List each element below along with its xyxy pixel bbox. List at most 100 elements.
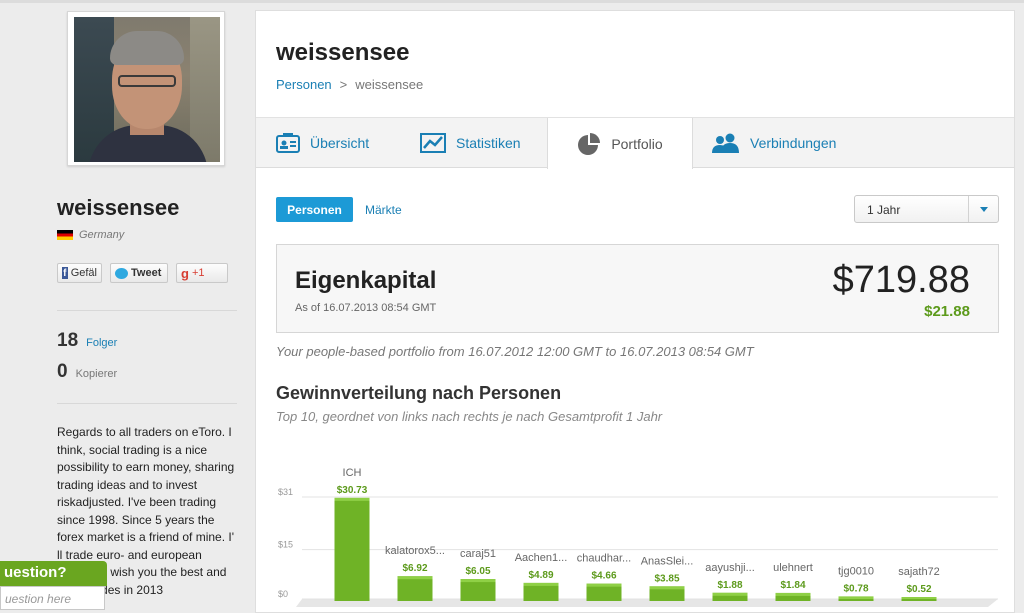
chart-bar-highlight bbox=[334, 497, 370, 501]
chart-bar bbox=[775, 592, 811, 601]
bar-category-label: ulehnert bbox=[773, 562, 813, 574]
google-plus-icon: g bbox=[181, 265, 189, 281]
bar-value-label: $0.52 bbox=[906, 584, 931, 595]
breadcrumb-personen-link[interactable]: Personen bbox=[276, 77, 332, 92]
bar-value-label: $1.84 bbox=[780, 580, 805, 591]
chart-bar bbox=[649, 586, 685, 601]
bar-value-label: $4.66 bbox=[591, 571, 616, 582]
equity-gain: $21.88 bbox=[924, 303, 970, 320]
bar-category-label: caraj51 bbox=[460, 548, 496, 560]
tab-verbindungen-label: Verbindungen bbox=[750, 135, 837, 151]
bar-category-label: sajath72 bbox=[898, 566, 940, 578]
google-plus-button[interactable]: g +1 bbox=[176, 263, 228, 283]
bar-value-label: $3.85 bbox=[654, 573, 679, 584]
tab-statistiken[interactable]: Statistiken bbox=[420, 118, 521, 168]
tab-uebersicht-label: Übersicht bbox=[310, 135, 370, 151]
chart-bar bbox=[586, 583, 622, 601]
copiers-label: Kopierer bbox=[75, 368, 118, 380]
avatar-frame bbox=[67, 11, 225, 166]
chart-bar bbox=[334, 497, 370, 601]
portfolio-period-note: Your people-based portfolio from 16.07.2… bbox=[276, 344, 754, 359]
bar-value-label: $0.78 bbox=[843, 583, 868, 594]
user-name: weissensee bbox=[57, 195, 180, 220]
sidebar-divider bbox=[57, 310, 237, 311]
question-input[interactable]: uestion here bbox=[0, 586, 105, 610]
chart-bar-highlight bbox=[523, 582, 559, 586]
chart-bar bbox=[523, 582, 559, 601]
chart-bar bbox=[712, 592, 748, 601]
tab-portfolio[interactable]: Portfolio bbox=[547, 118, 693, 169]
distribution-title: Gewinnverteilung nach Personen bbox=[276, 383, 562, 403]
country-label: Germany bbox=[57, 229, 124, 241]
period-select[interactable]: 1 Jahr bbox=[854, 195, 999, 223]
chart-bar-highlight bbox=[397, 576, 433, 580]
people-icon bbox=[712, 133, 739, 153]
period-select-value: 1 Jahr bbox=[867, 203, 901, 217]
chart-bar-highlight bbox=[901, 597, 937, 599]
tweet-label: Tweet bbox=[131, 267, 162, 279]
tab-statistiken-label: Statistiken bbox=[456, 135, 521, 151]
tab-portfolio-label: Portfolio bbox=[611, 135, 663, 152]
chart-bar-highlight bbox=[775, 592, 811, 596]
bar-value-label: $6.92 bbox=[402, 563, 427, 574]
equity-value: $719.88 bbox=[832, 259, 970, 301]
profile-card-icon bbox=[276, 133, 300, 153]
tweet-button[interactable]: Tweet bbox=[110, 263, 168, 283]
y-tick-label: $0 bbox=[278, 589, 288, 599]
distribution-subtitle: Top 10, geordnet von links nach rechts j… bbox=[276, 409, 663, 424]
facebook-icon: f bbox=[62, 267, 68, 279]
bar-category-label: kalatorox5... bbox=[385, 545, 445, 557]
equity-panel: Eigenkapital As of 16.07.2013 08:54 GMT … bbox=[276, 244, 999, 333]
equity-as-of: As of 16.07.2013 08:54 GMT bbox=[295, 302, 437, 314]
bar-category-label: tjg0010 bbox=[838, 565, 874, 577]
sidebar-divider bbox=[57, 403, 237, 404]
twitter-bird-icon bbox=[115, 267, 128, 279]
profile-tabs: Übersicht Statistiken Portfolio Verbin bbox=[256, 117, 1014, 169]
bar-value-label: $1.88 bbox=[717, 580, 742, 591]
main-panel: weissensee Personen > weissensee Übersic… bbox=[255, 10, 1015, 613]
google-plus-label: +1 bbox=[191, 267, 205, 279]
bar-value-label: $30.73 bbox=[337, 485, 368, 496]
breadcrumb-separator: > bbox=[339, 77, 348, 92]
bar-category-label: ICH bbox=[343, 467, 362, 479]
chart-bar-highlight bbox=[838, 596, 874, 599]
chart-bar-highlight bbox=[712, 592, 748, 596]
bar-category-label: AnasSlei... bbox=[641, 555, 694, 567]
avatar[interactable] bbox=[74, 17, 220, 162]
facebook-like-button[interactable]: f Gefäl bbox=[57, 263, 102, 283]
bar-value-label: $6.05 bbox=[465, 566, 490, 577]
bar-category-label: Aachen1... bbox=[515, 552, 568, 564]
page-title: weissensee bbox=[276, 39, 410, 66]
profile-bio: Regards to all traders on eToro. I think… bbox=[57, 425, 235, 597]
breadcrumb-current: weissensee bbox=[355, 77, 424, 92]
y-tick-label: $31 bbox=[278, 487, 293, 497]
chart-bar-highlight bbox=[586, 583, 622, 587]
y-tick-label: $15 bbox=[278, 540, 293, 550]
chart-bar-highlight bbox=[460, 579, 496, 583]
country-text: Germany bbox=[79, 229, 125, 241]
bar-category-label: aayushji... bbox=[705, 562, 755, 574]
copiers-stat: 0 Kopierer bbox=[57, 361, 117, 383]
breadcrumb: Personen > weissensee bbox=[276, 77, 423, 92]
tab-uebersicht[interactable]: Übersicht bbox=[276, 118, 369, 168]
period-select-toggle[interactable] bbox=[968, 196, 998, 222]
followers-count: 18 bbox=[57, 330, 79, 351]
followers-link[interactable]: Folger bbox=[86, 337, 118, 349]
personen-toggle-button[interactable]: Personen bbox=[276, 197, 353, 222]
tab-verbindungen[interactable]: Verbindungen bbox=[712, 118, 836, 168]
maerkte-toggle-link[interactable]: Märkte bbox=[365, 203, 402, 217]
chart-bar bbox=[460, 579, 496, 601]
line-chart-icon bbox=[420, 133, 446, 153]
top-border bbox=[0, 0, 1024, 3]
followers-stat: 18 Folger bbox=[57, 330, 117, 352]
facebook-like-label: Gefäl bbox=[70, 267, 97, 279]
chart-bar-highlight bbox=[649, 586, 685, 590]
germany-flag-icon bbox=[57, 230, 73, 240]
question-widget-tab[interactable]: uestion? bbox=[0, 561, 107, 586]
profile-sidebar: weissensee Germany f Gefäl Tweet g +1 18… bbox=[0, 0, 255, 613]
bar-value-label: $4.89 bbox=[528, 570, 553, 581]
pie-chart-icon bbox=[578, 132, 601, 155]
chevron-down-icon bbox=[979, 206, 988, 212]
profit-distribution-chart: $0 $15 $31 $30.73 ICH $6.92 kalatorox5... $6.05… bbox=[278, 467, 998, 607]
bar-category-label: chaudhar... bbox=[577, 553, 631, 565]
